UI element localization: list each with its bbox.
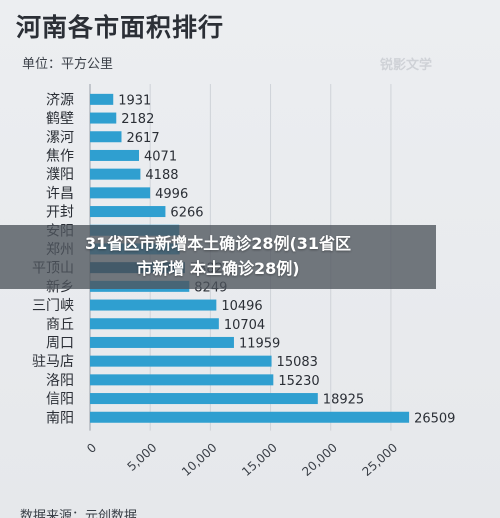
category-label-4: 濮阳 (46, 167, 74, 183)
value-label-1: 2182 (121, 112, 154, 127)
value-label-2: 2617 (127, 131, 160, 146)
bar-5 (90, 187, 151, 199)
x-tick-label-5: 25,000 (360, 440, 401, 479)
source-note: 数据来源：元创数据 (20, 509, 138, 518)
category-label-3: 焦作 (46, 148, 74, 164)
value-label-6: 6266 (170, 206, 203, 221)
category-label-5: 许昌 (46, 186, 74, 202)
overlay-caption: 31省区市新增本土确诊28例(31省区 市新增 本土确诊28例) (0, 231, 436, 281)
category-label-0: 济源 (46, 92, 74, 108)
overlay-caption-line-1: 31省区市新增本土确诊28例(31省区 (84, 234, 352, 253)
bar-6 (90, 206, 166, 218)
value-label-0: 1931 (118, 93, 151, 108)
bar-16 (90, 393, 318, 405)
bar-0 (90, 93, 114, 105)
chart-title: 河南各市面积排行 (16, 13, 225, 42)
value-label-13: 11959 (239, 336, 280, 351)
category-label-13: 周口 (46, 335, 74, 351)
overlay-banner (0, 225, 436, 289)
bar-4 (90, 168, 141, 180)
value-label-15: 15230 (278, 374, 319, 389)
category-label-15: 洛阳 (46, 373, 74, 389)
x-tick-label-2: 10,000 (179, 440, 220, 479)
value-label-16: 18925 (323, 393, 364, 408)
value-label-3: 4071 (144, 149, 177, 164)
category-label-14: 驻马店 (32, 354, 74, 370)
bar-2 (90, 131, 122, 143)
x-tick-label-0: 0 (84, 440, 99, 456)
category-label-11: 三门峡 (32, 298, 74, 314)
x-tick-label-3: 15,000 (239, 440, 280, 479)
bar-1 (90, 112, 117, 124)
category-label-17: 南阳 (46, 410, 74, 426)
category-label-12: 商丘 (46, 317, 74, 333)
value-label-14: 15083 (277, 355, 318, 370)
category-label-16: 信阳 (46, 392, 74, 408)
x-tick-label-1: 5,000 (125, 440, 160, 473)
unit-label: 单位：平方公里 (22, 57, 114, 72)
x-tick-label-4: 20,000 (299, 440, 340, 479)
bar-14 (90, 355, 272, 367)
value-label-4: 4188 (145, 168, 178, 183)
category-label-1: 鹤壁 (46, 111, 74, 127)
watermark: 锐影文学 (380, 58, 433, 73)
value-label-17: 26509 (414, 411, 455, 426)
bar-13 (90, 336, 234, 348)
bar-12 (90, 318, 219, 330)
bar-3 (90, 149, 140, 161)
bar-17 (90, 411, 410, 423)
category-label-2: 漯河 (46, 130, 74, 146)
value-label-11: 10496 (221, 299, 262, 314)
value-label-12: 10704 (224, 318, 265, 333)
bar-11 (90, 299, 217, 311)
overlay-caption-line-2: 市新增 本土确诊28例) (136, 259, 300, 278)
bar-15 (90, 374, 274, 386)
category-label-6: 开封 (46, 205, 74, 221)
value-label-5: 4996 (155, 187, 188, 202)
